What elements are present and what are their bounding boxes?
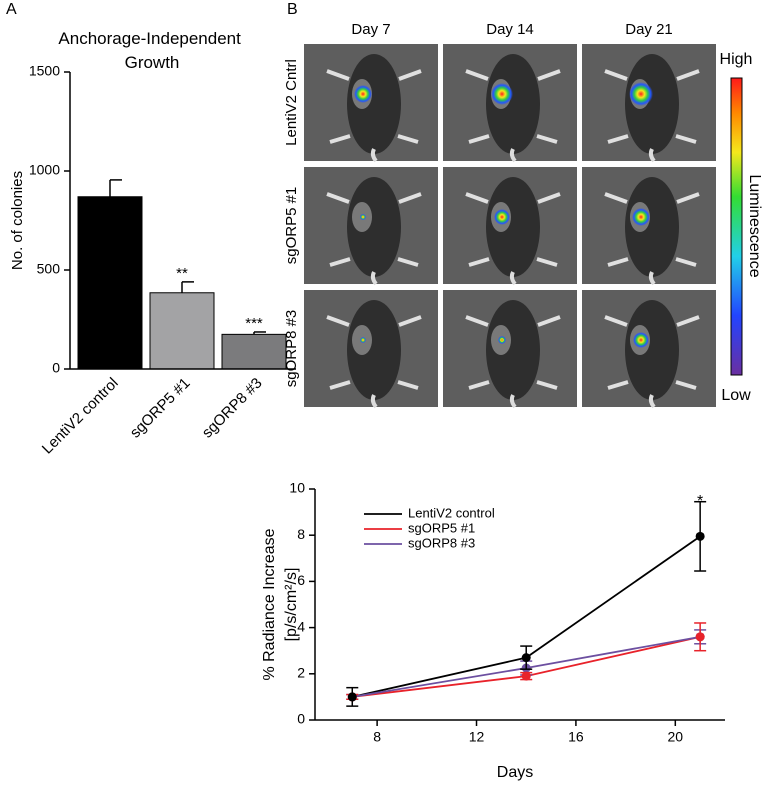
- legend-label: sgORP5 #1: [408, 520, 475, 535]
- x-tick-label: sgORP8 #3: [199, 375, 266, 442]
- y-tick-label: 0: [297, 711, 305, 727]
- row-label: sgORP5 #1: [283, 187, 300, 265]
- mouse-body: [625, 177, 679, 277]
- mouse-legs: [326, 315, 422, 390]
- mouse-legs: [326, 69, 422, 144]
- signal: [632, 208, 650, 226]
- mouse-tail: [370, 148, 378, 163]
- marker: [695, 632, 705, 642]
- mouse-tail: [509, 271, 517, 286]
- mouse-legs: [604, 315, 700, 390]
- mouse-tail: [648, 394, 656, 409]
- marker: [347, 692, 357, 702]
- mouse-tail: [370, 271, 378, 286]
- mouse-legs: [604, 192, 700, 267]
- mouse-tail: [509, 148, 517, 163]
- significance: ***: [245, 315, 263, 332]
- colorbar: [730, 77, 743, 376]
- signal: [360, 214, 366, 220]
- y-tick-label: 10: [289, 480, 305, 496]
- colorbar-title: Luminescence: [746, 174, 762, 277]
- signal: [629, 82, 653, 106]
- x-tick-label: 8: [373, 729, 381, 745]
- legend-label: sgORP8 #3: [408, 535, 475, 550]
- row-label: sgORP8 #3: [283, 310, 300, 388]
- column-label: Day 21: [625, 21, 673, 38]
- y-tick-label: 4: [297, 618, 305, 634]
- y-tick-label: 8: [297, 526, 305, 542]
- y-tick-label: 1000: [29, 162, 60, 178]
- column-label: Day 7: [351, 21, 390, 38]
- y-axis-label: % Radiance Increase: [261, 528, 278, 680]
- colorbar-high: High: [720, 51, 753, 68]
- mouse-body: [347, 54, 401, 154]
- x-tick-label: 12: [469, 729, 485, 745]
- mouse-legs: [604, 69, 700, 144]
- y-tick-label: 2: [297, 665, 305, 681]
- y-axis-label: [p/s/cm²/s]: [283, 568, 300, 642]
- x-tick-label: 16: [568, 729, 584, 745]
- annotation: *: [697, 493, 703, 510]
- mouse-body: [625, 54, 679, 154]
- column-label: Day 14: [486, 21, 534, 38]
- marker: [695, 531, 705, 541]
- y-tick-label: 500: [37, 261, 61, 277]
- x-tick-label: sgORP5 #1: [127, 375, 194, 442]
- x-axis-label: Days: [497, 764, 533, 781]
- mouse-tail: [509, 394, 517, 409]
- bar: [149, 292, 215, 370]
- x-tick-label: LentiV2 control: [39, 375, 122, 458]
- mouse-body: [625, 300, 679, 400]
- marker: [521, 653, 531, 663]
- x-tick-label: 20: [668, 729, 684, 745]
- signal: [498, 336, 506, 344]
- mouse-tail: [648, 148, 656, 163]
- panel-label: B: [287, 1, 298, 18]
- mouse-tail: [648, 271, 656, 286]
- colorbar-low: Low: [721, 387, 751, 404]
- mouse-body: [347, 177, 401, 277]
- mouse-legs: [326, 192, 422, 267]
- panel-label: A: [6, 1, 17, 18]
- mouse-legs: [465, 69, 561, 144]
- y-tick-label: 1500: [29, 63, 60, 79]
- signal: [360, 337, 366, 343]
- mouse-body: [347, 300, 401, 400]
- y-axis-label: No. of colonies: [9, 171, 26, 270]
- mouse-tail: [370, 394, 378, 409]
- bar: [221, 333, 287, 370]
- mouse-body: [486, 177, 540, 277]
- significance: **: [176, 265, 188, 282]
- mouse-body: [486, 54, 540, 154]
- signal: [354, 85, 372, 103]
- signal: [491, 83, 513, 105]
- mouse-legs: [465, 192, 561, 267]
- signal: [633, 332, 649, 348]
- row-label: LentiV2 Cntrl: [283, 59, 300, 146]
- y-tick-label: 0: [52, 360, 60, 376]
- mouse-body: [486, 300, 540, 400]
- legend-label: LentiV2 control: [408, 505, 495, 520]
- chart-title: Anchorage-Independent Growth: [58, 29, 245, 72]
- bar: [77, 196, 143, 370]
- mouse-legs: [465, 315, 561, 390]
- y-tick-label: 6: [297, 572, 305, 588]
- marker: [521, 671, 531, 681]
- signal: [494, 209, 510, 225]
